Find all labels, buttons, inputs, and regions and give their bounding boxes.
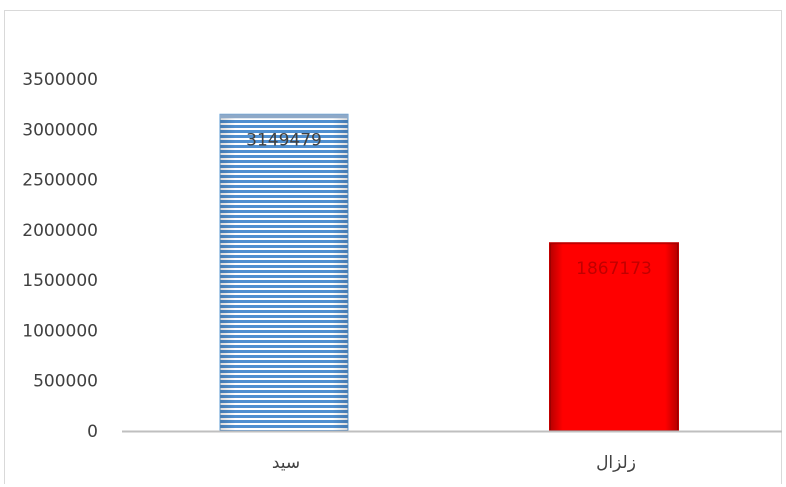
- y-tick-label: 3500000: [22, 70, 98, 90]
- chart-frame: [4, 10, 782, 484]
- bars: [219, 113, 679, 432]
- bar-1-top-edge: [220, 114, 348, 119]
- x-category-label: سيد: [272, 453, 300, 473]
- data-label: 1867173: [576, 259, 652, 279]
- y-tick-label: 2500000: [22, 171, 98, 191]
- y-tick-label: 1500000: [22, 271, 98, 291]
- y-tick-label: 3000000: [22, 120, 98, 140]
- y-tick-label: 0: [87, 422, 98, 442]
- data-labels: 3149479 1867173: [246, 130, 652, 279]
- y-axis-ticks: 0 500000 1000000 1500000 2000000 2500000 30000…: [22, 70, 98, 442]
- y-tick-label: 500000: [33, 372, 98, 392]
- data-label: 3149479: [246, 130, 322, 150]
- y-tick-label: 2000000: [22, 221, 98, 241]
- y-tick-label: 1000000: [22, 321, 98, 341]
- category-labels: سيد زلزال: [272, 453, 636, 473]
- x-category-label: زلزال: [596, 453, 636, 473]
- bar-2-shade: [550, 243, 678, 431]
- bar-1-shade: [220, 114, 348, 432]
